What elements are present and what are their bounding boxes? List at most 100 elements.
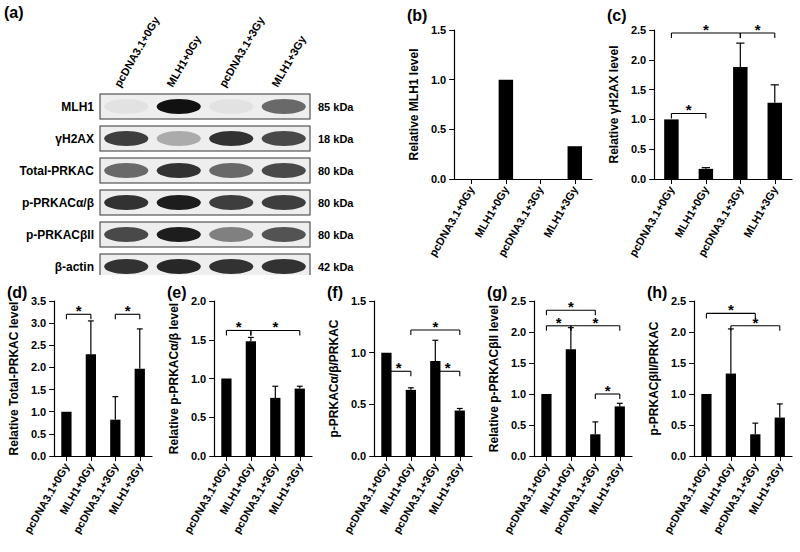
svg-text:1.0: 1.0 (351, 347, 366, 359)
svg-text:1.0: 1.0 (31, 406, 46, 418)
svg-text:0.0: 0.0 (191, 450, 206, 462)
svg-text:MLH1+0Gy: MLH1+0Gy (164, 33, 203, 89)
svg-text:2.5: 2.5 (671, 295, 686, 307)
svg-text:(a): (a) (4, 4, 24, 21)
svg-text:1.5: 1.5 (431, 24, 446, 36)
svg-text:1.5: 1.5 (631, 84, 646, 96)
svg-text:Relative MLH1 level: Relative MLH1 level (407, 48, 421, 160)
svg-text:(e): (e) (167, 284, 187, 301)
svg-text:(h): (h) (647, 284, 667, 301)
svg-text:Total-PRKAC: Total-PRKAC (20, 164, 95, 178)
svg-text:*: * (703, 21, 709, 38)
svg-text:MLH1+3Gy: MLH1+3Gy (426, 460, 465, 516)
svg-text:2.0: 2.0 (511, 326, 526, 338)
svg-text:pcDNA3.1+3Gy: pcDNA3.1+3Gy (696, 183, 746, 258)
svg-text:2.5: 2.5 (511, 295, 526, 307)
svg-text:γH2AX: γH2AX (55, 132, 94, 146)
svg-text:MLH1+3Gy: MLH1+3Gy (266, 460, 305, 516)
svg-text:*: * (755, 21, 761, 38)
svg-text:pcDNA3.1+0Gy: pcDNA3.1+0Gy (427, 183, 477, 258)
svg-text:MLH1: MLH1 (61, 100, 94, 114)
svg-text:2.0: 2.0 (191, 295, 206, 307)
svg-text:*: * (592, 314, 598, 331)
svg-text:2.0: 2.0 (671, 326, 686, 338)
svg-text:3.5: 3.5 (31, 295, 46, 307)
svg-text:80 kDa: 80 kDa (318, 197, 354, 209)
svg-text:80 kDa: 80 kDa (318, 229, 354, 241)
svg-text:*: * (272, 318, 278, 335)
svg-text:pcDNA3.1+0Gy: pcDNA3.1+0Gy (112, 14, 162, 89)
svg-text:β-actin: β-actin (55, 260, 94, 274)
svg-text:(c): (c) (607, 7, 627, 24)
svg-text:Relative p-PRKACα/β level: Relative p-PRKACα/β level (167, 303, 181, 454)
svg-text:0.5: 0.5 (351, 398, 366, 410)
svg-text:p-PRKACα/β/PRKAC: p-PRKACα/β/PRKAC (327, 319, 341, 437)
svg-text:1.0: 1.0 (631, 113, 646, 125)
svg-text:Relative γH2AX level: Relative γH2AX level (607, 45, 621, 163)
svg-text:2.5: 2.5 (631, 24, 646, 36)
svg-text:0.0: 0.0 (631, 173, 646, 185)
svg-text:p-PRKACα/β: p-PRKACα/β (22, 196, 94, 210)
svg-text:*: * (445, 359, 451, 376)
svg-text:1.5: 1.5 (191, 334, 206, 346)
svg-text:1.0: 1.0 (191, 373, 206, 385)
svg-text:(f): (f) (327, 284, 343, 301)
svg-text:3.0: 3.0 (31, 317, 46, 329)
svg-text:*: * (236, 318, 242, 335)
svg-text:0.5: 0.5 (511, 419, 526, 431)
svg-text:1.0: 1.0 (431, 74, 446, 86)
svg-text:0.5: 0.5 (191, 411, 206, 423)
svg-text:MLH1+3Gy: MLH1+3Gy (269, 33, 308, 89)
svg-text:MLH1+0Gy: MLH1+0Gy (672, 183, 711, 239)
svg-text:Relative Total-PRKAC level: Relative Total-PRKAC level (7, 302, 21, 456)
svg-text:*: * (728, 301, 734, 318)
svg-text:MLH1+3Gy: MLH1+3Gy (541, 183, 580, 239)
svg-text:*: * (605, 382, 611, 399)
svg-text:pcDNA3.1+0Gy: pcDNA3.1+0Gy (21, 461, 72, 536)
svg-text:p-PRKACβII: p-PRKACβII (26, 228, 94, 242)
svg-text:MLH1+3Gy: MLH1+3Gy (106, 460, 145, 516)
svg-text:pcDNA3.1+3Gy: pcDNA3.1+3Gy (217, 14, 267, 89)
svg-text:*: * (568, 298, 574, 315)
svg-text:MLH1+3Gy: MLH1+3Gy (746, 460, 785, 516)
svg-text:2.0: 2.0 (31, 361, 46, 373)
svg-text:*: * (686, 101, 692, 118)
svg-text:0.5: 0.5 (431, 123, 446, 135)
svg-text:0.0: 0.0 (671, 450, 686, 462)
svg-text:*: * (752, 314, 758, 331)
svg-text:1.5: 1.5 (351, 295, 366, 307)
svg-text:p-PRKACβII/PRKAC: p-PRKACβII/PRKAC (647, 321, 661, 435)
svg-text:0.5: 0.5 (31, 428, 46, 440)
svg-text:1.5: 1.5 (671, 357, 686, 369)
svg-text:1.0: 1.0 (511, 388, 526, 400)
svg-text:1.5: 1.5 (511, 357, 526, 369)
svg-text:*: * (556, 314, 562, 331)
svg-text:0.0: 0.0 (431, 173, 446, 185)
svg-text:1.0: 1.0 (671, 388, 686, 400)
svg-text:MLH1+0Gy: MLH1+0Gy (472, 183, 511, 239)
svg-text:2.5: 2.5 (31, 339, 46, 351)
svg-text:pcDNA3.1+3Gy: pcDNA3.1+3Gy (496, 183, 546, 258)
svg-text:0.5: 0.5 (671, 419, 686, 431)
svg-text:85 kDa: 85 kDa (318, 101, 354, 113)
svg-text:*: * (432, 318, 438, 335)
svg-text:*: * (76, 302, 82, 319)
svg-text:0.0: 0.0 (351, 450, 366, 462)
svg-text:*: * (396, 359, 402, 376)
svg-text:1.5: 1.5 (31, 384, 46, 396)
svg-text:2.0: 2.0 (631, 54, 646, 66)
svg-text:0.5: 0.5 (631, 143, 646, 155)
svg-text:18 kDa: 18 kDa (318, 133, 354, 145)
svg-text:42 kDa: 42 kDa (318, 261, 354, 273)
svg-text:(d): (d) (7, 284, 27, 301)
svg-text:*: * (125, 302, 131, 319)
svg-text:0.0: 0.0 (511, 450, 526, 462)
svg-text:MLH1+3Gy: MLH1+3Gy (741, 183, 780, 239)
svg-text:(b): (b) (407, 7, 427, 24)
svg-text:80 kDa: 80 kDa (318, 165, 354, 177)
svg-text:(g): (g) (487, 284, 507, 301)
svg-text:MLH1+3Gy: MLH1+3Gy (586, 460, 625, 516)
svg-text:0.0: 0.0 (31, 450, 46, 462)
svg-text:Relative p-PRKACβII level: Relative p-PRKACβII level (487, 305, 501, 452)
svg-text:pcDNA3.1+0Gy: pcDNA3.1+0Gy (627, 183, 677, 258)
